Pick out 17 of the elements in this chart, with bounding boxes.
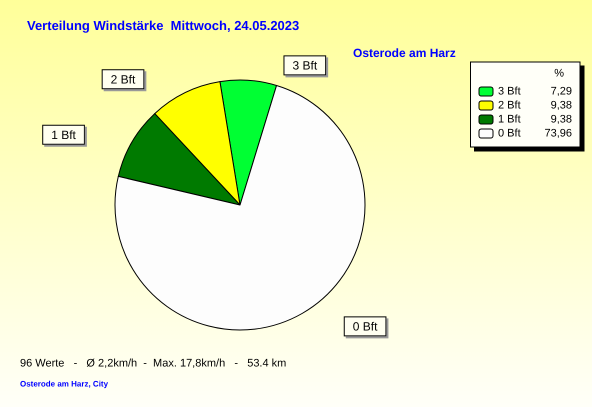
legend-label: 0 Bft <box>498 128 521 140</box>
data-label: 9,38 <box>550 100 572 112</box>
text: 96 Werte - Ø 2,2km/h - Max. 17,8km/h - 53.4 km <box>20 358 286 370</box>
legend-label: 2 Bft <box>498 100 521 112</box>
data-label: 9,38 <box>550 114 572 126</box>
chart-subtitle: Osterode am Harz <box>353 46 456 60</box>
legend-label: 3 Bft <box>498 86 521 98</box>
chart-title: Verteilung Windstärke Mittwoch, 24.05.2023 <box>27 18 300 33</box>
legend-title: % <box>554 68 564 80</box>
text: Osterode am Harz, City <box>20 380 109 388</box>
legend-label: 1 Bft <box>498 114 521 126</box>
slice-label: 3 Bft <box>292 58 318 72</box>
category-label: 1 Bft <box>51 128 76 142</box>
slice-label: 0 Bft <box>352 319 378 334</box>
data-label: 73,96 <box>544 128 572 140</box>
slice-label: 2 Bft <box>110 72 136 86</box>
data-label: 7,29 <box>550 86 572 98</box>
